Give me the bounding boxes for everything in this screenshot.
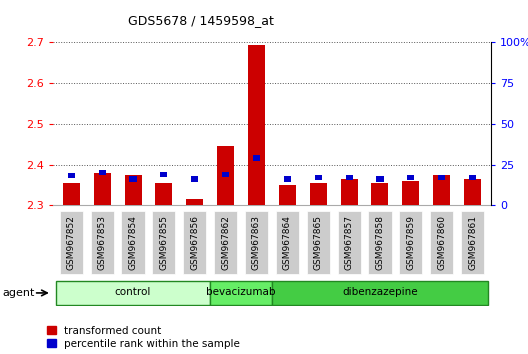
Bar	[345, 175, 353, 180]
Bar	[222, 172, 229, 177]
FancyBboxPatch shape	[337, 211, 361, 274]
Legend: transformed count, percentile rank within the sample: transformed count, percentile rank withi…	[48, 326, 240, 349]
Bar	[315, 175, 322, 180]
Bar	[279, 185, 296, 205]
Bar	[99, 170, 106, 175]
Bar	[253, 155, 260, 161]
Text: GSM967863: GSM967863	[252, 215, 261, 270]
FancyBboxPatch shape	[183, 211, 206, 274]
Text: GSM967856: GSM967856	[190, 215, 199, 270]
Bar	[248, 45, 265, 205]
Text: GSM967861: GSM967861	[468, 215, 477, 270]
Bar	[407, 175, 414, 180]
Bar	[464, 179, 481, 205]
FancyBboxPatch shape	[430, 211, 453, 274]
Bar	[402, 181, 419, 205]
FancyBboxPatch shape	[210, 281, 272, 305]
Bar	[438, 175, 445, 180]
Bar	[341, 179, 357, 205]
Text: GSM967862: GSM967862	[221, 215, 230, 270]
FancyBboxPatch shape	[399, 211, 422, 274]
Bar	[63, 183, 80, 205]
Bar	[217, 146, 234, 205]
Bar	[129, 176, 137, 182]
Bar	[161, 172, 167, 177]
Bar	[186, 199, 203, 205]
Text: bevacizumab: bevacizumab	[206, 287, 276, 297]
Text: control: control	[115, 287, 151, 297]
Bar	[376, 176, 383, 182]
Text: GSM967855: GSM967855	[159, 215, 168, 270]
Text: GSM967853: GSM967853	[98, 215, 107, 270]
Bar	[155, 183, 172, 205]
Text: GSM967852: GSM967852	[67, 215, 76, 270]
Bar	[191, 176, 199, 182]
Text: GSM967854: GSM967854	[128, 215, 137, 270]
Bar	[469, 175, 476, 180]
Text: GSM967858: GSM967858	[375, 215, 384, 270]
Text: GSM967857: GSM967857	[345, 215, 354, 270]
Text: GSM967865: GSM967865	[314, 215, 323, 270]
Bar	[68, 173, 75, 178]
Text: GSM967859: GSM967859	[407, 215, 416, 270]
FancyBboxPatch shape	[60, 211, 83, 274]
FancyBboxPatch shape	[121, 211, 145, 274]
Bar	[310, 183, 327, 205]
FancyBboxPatch shape	[153, 211, 175, 274]
Bar	[433, 175, 450, 205]
FancyBboxPatch shape	[245, 211, 268, 274]
Bar	[93, 173, 111, 205]
Bar	[372, 183, 389, 205]
FancyBboxPatch shape	[56, 281, 210, 305]
FancyBboxPatch shape	[307, 211, 330, 274]
Text: agent: agent	[3, 288, 35, 298]
Text: GSM967864: GSM967864	[283, 215, 292, 270]
FancyBboxPatch shape	[214, 211, 237, 274]
Bar	[125, 175, 142, 205]
Bar	[284, 176, 291, 182]
FancyBboxPatch shape	[272, 281, 488, 305]
Text: GDS5678 / 1459598_at: GDS5678 / 1459598_at	[128, 14, 274, 27]
FancyBboxPatch shape	[369, 211, 391, 274]
Text: GSM967860: GSM967860	[437, 215, 446, 270]
FancyBboxPatch shape	[461, 211, 484, 274]
FancyBboxPatch shape	[91, 211, 114, 274]
Text: dibenzazepine: dibenzazepine	[342, 287, 418, 297]
FancyBboxPatch shape	[276, 211, 299, 274]
